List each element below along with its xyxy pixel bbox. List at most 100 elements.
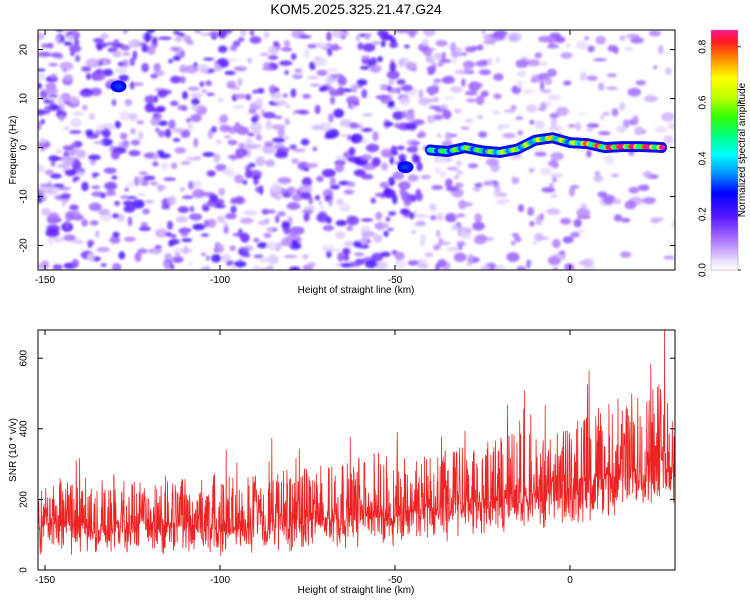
noise-blob: [258, 258, 272, 263]
noise-blob: [93, 141, 104, 145]
noise-blob: [71, 258, 80, 268]
noise-blob: [218, 187, 226, 196]
noise-blob: [459, 226, 470, 233]
noise-blob: [518, 204, 525, 213]
noise-blob: [435, 229, 441, 238]
noise-blob: [144, 200, 154, 204]
noise-blob: [465, 98, 477, 103]
noise-blob: [346, 181, 356, 188]
noise-blob: [383, 230, 389, 238]
noise-blob: [40, 145, 46, 152]
noise-blob: [168, 238, 180, 245]
noise-blob: [68, 95, 80, 104]
noise-blob: [73, 239, 84, 244]
noise-blob: [328, 199, 333, 207]
noise-blob: [102, 128, 111, 138]
noise-blob: [259, 267, 269, 270]
noise-blob: [388, 211, 397, 216]
noise-blob: [158, 120, 168, 126]
noise-blob: [485, 158, 500, 166]
y-tick-label: 10: [19, 93, 30, 105]
noise-blob: [534, 151, 547, 157]
noise-blob: [189, 93, 203, 98]
noise-blob: [522, 89, 536, 94]
noise-blob: [361, 235, 368, 244]
noise-blob: [527, 59, 540, 67]
noise-blob: [407, 174, 419, 182]
noise-blob: [138, 130, 144, 141]
noise-blob: [48, 212, 60, 223]
noise-blob: [132, 82, 144, 87]
noise-blob: [183, 35, 192, 43]
noise-blob: [394, 122, 400, 129]
noise-blob: [266, 265, 274, 270]
noise-blob: [62, 92, 68, 103]
x-tick-label: 0: [567, 575, 573, 586]
noise-blob: [221, 254, 231, 263]
noise-blob: [279, 60, 293, 66]
noise-blob: [224, 70, 236, 76]
noise-blob: [208, 194, 219, 201]
noise-blob: [539, 213, 544, 220]
noise-blob: [360, 65, 370, 70]
noise-blob: [70, 117, 82, 128]
noise-blob: [227, 139, 238, 146]
spectrogram-x-label: Height of straight line (km): [298, 285, 415, 296]
noise-blob: [291, 53, 297, 61]
noise-blob: [364, 32, 371, 41]
noise-blob: [461, 78, 466, 87]
noise-blob: [154, 245, 162, 250]
noise-blob: [318, 45, 332, 49]
noise-blob: [293, 110, 306, 114]
noise-blob: [82, 104, 88, 111]
noise-blob: [600, 114, 605, 121]
noise-blob: [105, 189, 116, 195]
noise-blob: [580, 202, 588, 209]
spectrogram-ridge: [110, 80, 668, 174]
noise-blob: [624, 47, 634, 51]
noise-blob: [64, 169, 77, 177]
snr-panel: -150 -100 -50 0 0 200 400 600 Height of straig…: [8, 329, 676, 596]
noise-blob: [460, 52, 468, 56]
noise-blob: [55, 149, 63, 155]
noise-blob: [380, 40, 386, 48]
noise-blob: [558, 250, 566, 255]
noise-blob: [549, 183, 554, 188]
noise-blob: [446, 247, 460, 252]
noise-blob: [38, 164, 45, 173]
noise-blob: [233, 66, 248, 71]
noise-blob: [130, 139, 141, 146]
noise-blob: [424, 252, 434, 258]
noise-blob: [194, 30, 201, 34]
noise-blob: [538, 35, 552, 43]
noise-blob: [552, 267, 559, 270]
noise-blob: [316, 212, 329, 223]
noise-blob: [193, 137, 199, 148]
noise-blob: [325, 68, 339, 72]
noise-blob: [273, 115, 283, 119]
noise-blob: [329, 177, 336, 186]
noise-blob: [648, 30, 661, 37]
noise-blob: [274, 87, 280, 93]
noise-blob: [628, 186, 640, 194]
noise-blob: [222, 221, 229, 227]
noise-blob: [356, 79, 368, 86]
noise-blob: [418, 89, 424, 99]
y-tick-label: 20: [19, 44, 30, 56]
noise-blob: [534, 52, 543, 59]
noise-blob: [611, 107, 619, 117]
noise-blob: [387, 227, 394, 232]
noise-blob: [57, 186, 71, 191]
noise-blob: [122, 59, 129, 68]
noise-blob: [127, 216, 133, 227]
noise-blob: [172, 256, 184, 264]
noise-blob: [389, 41, 399, 49]
noise-blob: [564, 263, 575, 270]
noise-blob: [253, 254, 264, 259]
noise-blob: [540, 167, 552, 176]
noise-blob: [216, 58, 230, 68]
noise-blob: [134, 176, 139, 187]
noise-blob: [453, 252, 467, 262]
noise-blob: [362, 43, 376, 52]
